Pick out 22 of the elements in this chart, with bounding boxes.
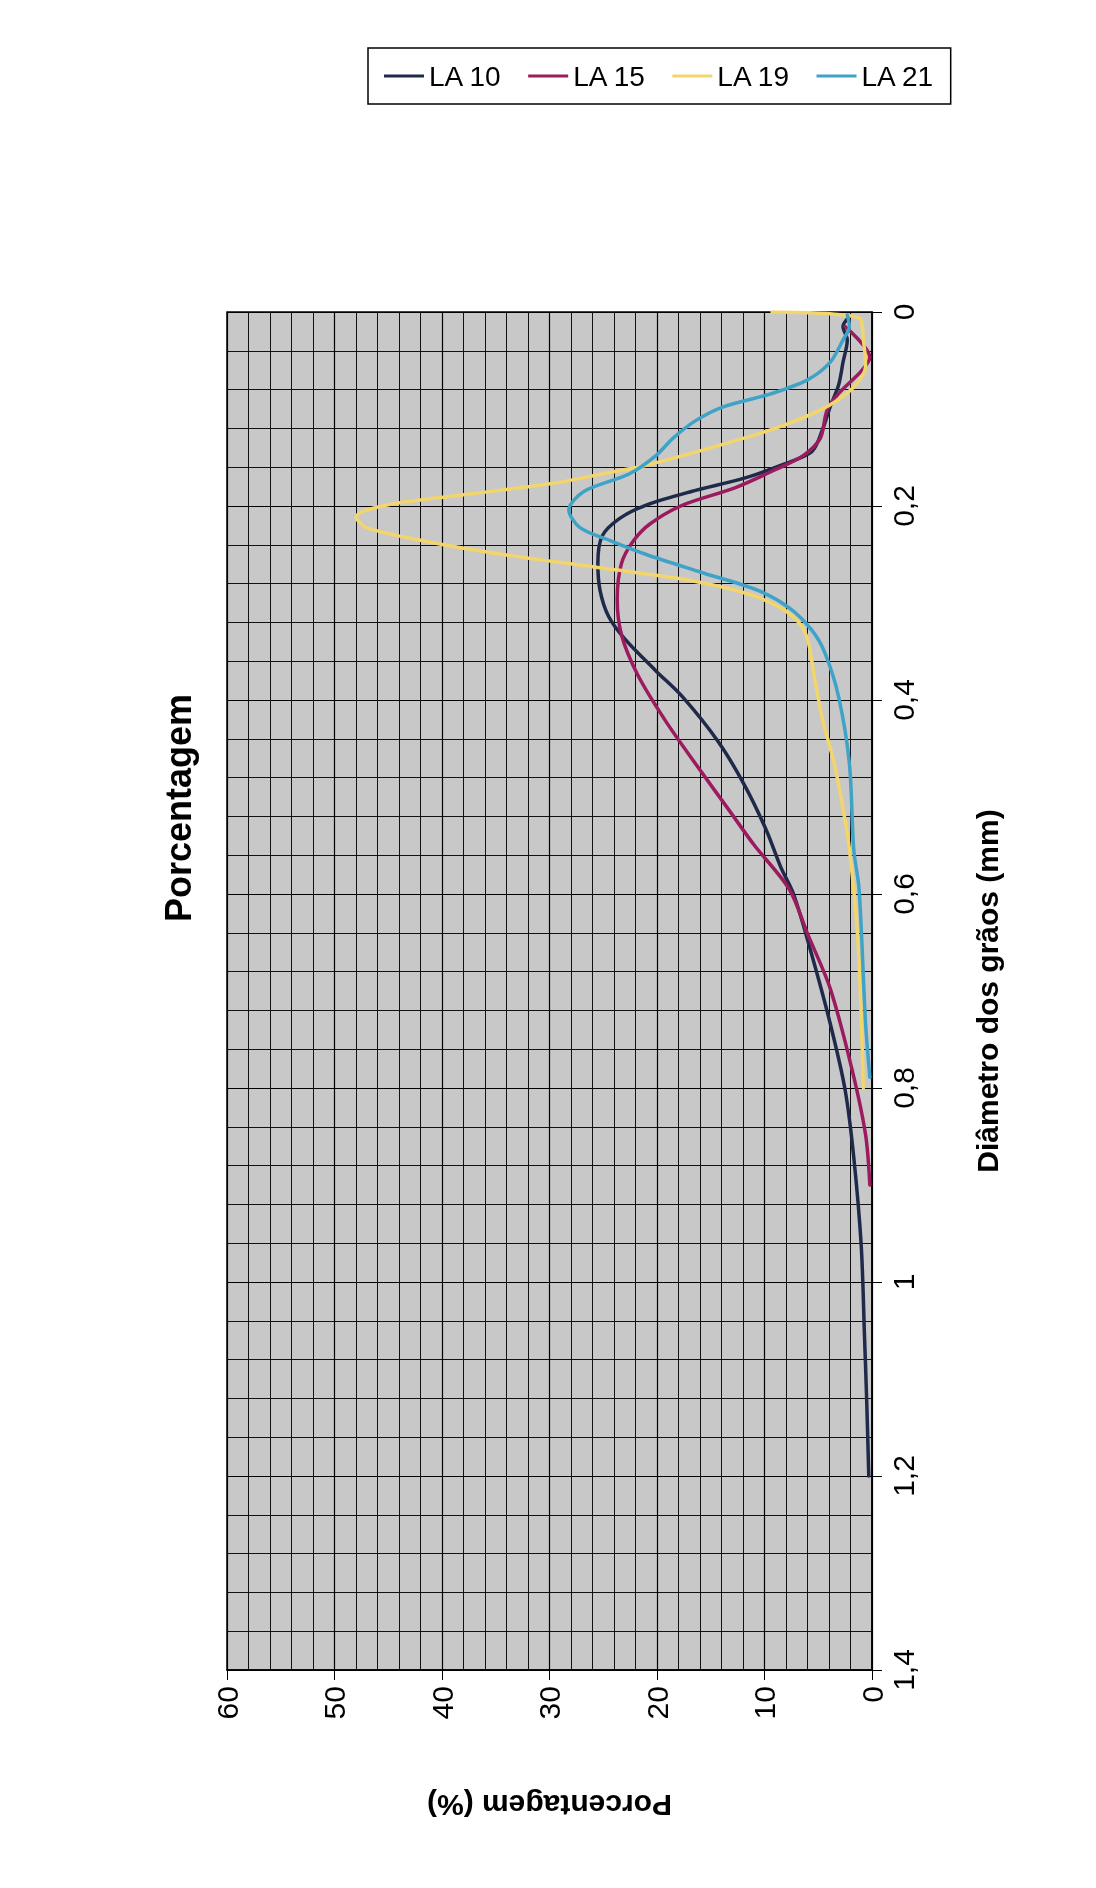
x-tick-label: 20 — [640, 1686, 674, 1720]
x-axis-title: Porcentagem (%) — [426, 1788, 673, 1822]
y-tick-label: 1,4 — [886, 1649, 920, 1691]
y-tick-label: 0,6 — [886, 873, 920, 915]
x-tick-label: 0 — [855, 1686, 889, 1703]
x-tick-label: 60 — [210, 1686, 244, 1720]
x-tick-label: 10 — [748, 1686, 781, 1720]
x-tick-label: 40 — [425, 1686, 459, 1720]
y-tick-label: 0,2 — [886, 485, 920, 527]
legend-label: LA 10 — [429, 60, 501, 92]
y-tick-label: 0,8 — [886, 1067, 920, 1109]
x-tick-label: 30 — [533, 1686, 566, 1720]
x-tick-label: 50 — [318, 1686, 351, 1720]
legend-label: LA 19 — [717, 60, 789, 92]
y-tick-label: 0 — [886, 303, 920, 321]
y-tick-label: 0,4 — [886, 679, 920, 721]
legend-label: LA 15 — [573, 60, 645, 92]
y-axis-title: Diâmetro dos grãos (mm) — [970, 809, 1004, 1173]
y-tick-label: 1 — [886, 1273, 920, 1291]
legend-label: LA 21 — [861, 60, 934, 92]
y-tick-label: 1,2 — [886, 1455, 920, 1497]
text: Porcentagem — [157, 693, 199, 923]
